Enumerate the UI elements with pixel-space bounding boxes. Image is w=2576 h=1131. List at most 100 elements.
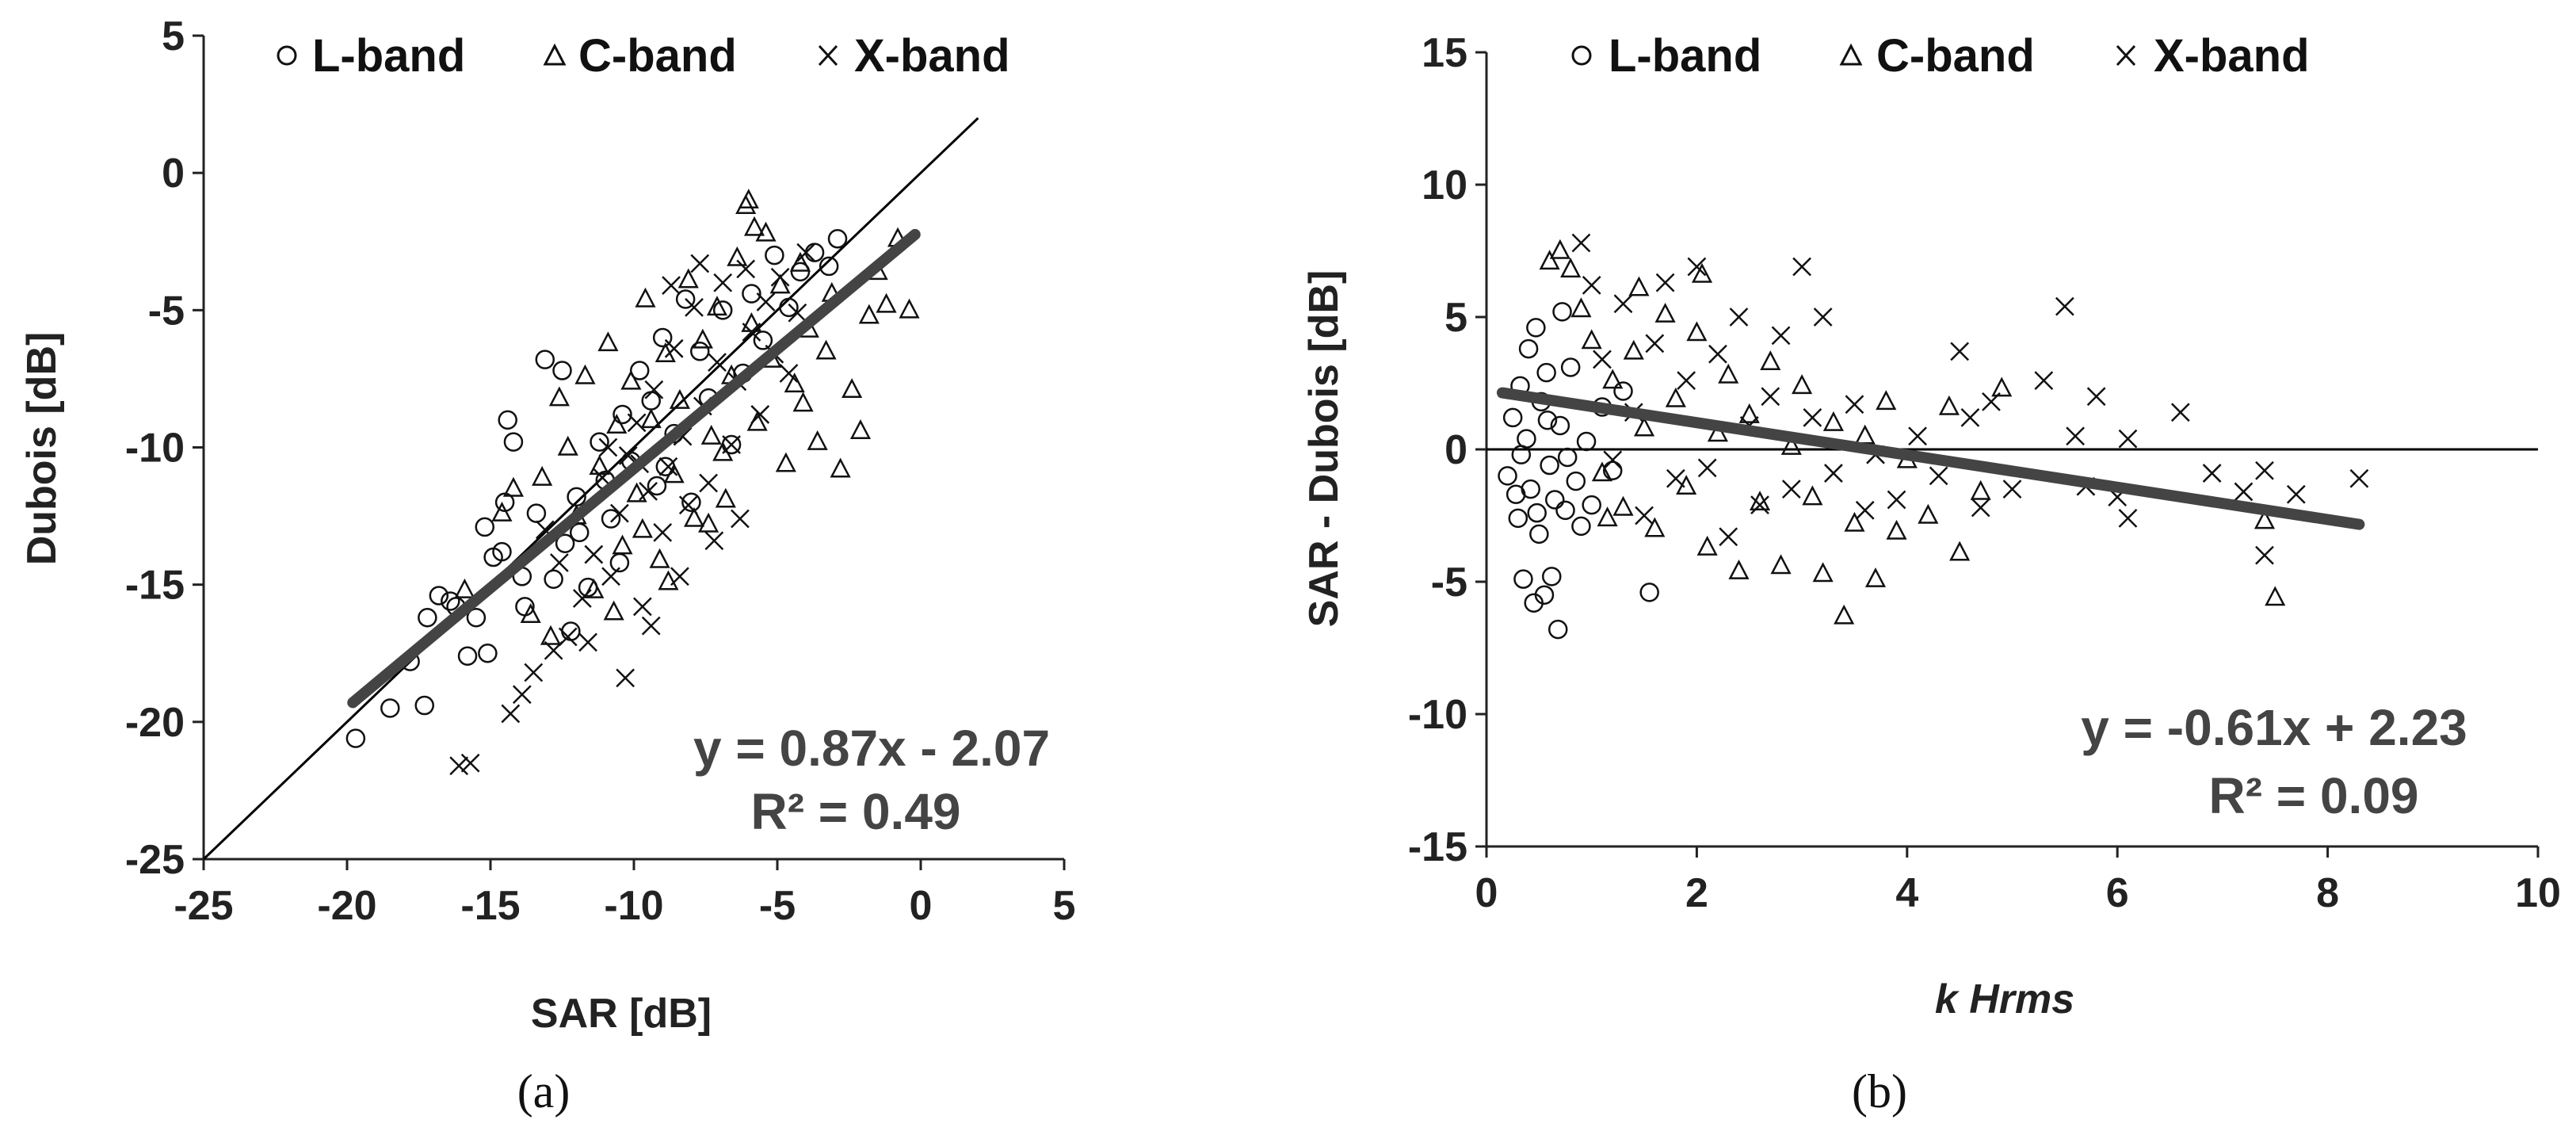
chart-a-l-band-point [441,591,460,611]
chart-b-x-band-point [2170,403,2190,422]
legend-x-band-marker [2116,44,2136,67]
chart-b-y-tick-label: 5 [1444,295,1467,341]
legend-c-band-marker [543,43,567,66]
chart-a-l-band-point [561,621,581,641]
chart-b-c-band-point [1612,495,1634,516]
chart-a-c-band-point [775,452,796,472]
chart-a-l-band-point [613,404,632,425]
chart-b-x-band-point [1887,490,1906,510]
chart-b-l-band-point [1560,357,1581,377]
chart-b-x-band-point [1719,527,1738,547]
chart-a-l-band-point [414,695,434,716]
chart-a-c-band-point [658,570,679,590]
chart-b-c-band-point [1970,480,1991,500]
chart-b-x-tick-label: 6 [2106,870,2129,916]
chart-a-x-band-point [598,437,618,457]
chart-b-c-band-point [1549,239,1570,259]
chart-b-l-band-point [1527,502,1547,523]
chart-a-c-band-point [540,625,562,645]
chart-b-x-band-point [1824,464,1843,483]
chart-a-c-band-point [738,189,759,209]
chart-b-x-band-point [2286,484,2306,504]
chart-b-l-band-point [1537,411,1558,430]
chart-a-ylabel: Dubois [dB] [19,332,65,566]
chart-a-l-band-point [478,644,498,663]
chart-a-c-band-point [789,251,811,272]
chart-a-l-band-point [498,410,517,430]
chart-b-x-band-point [2066,426,2086,446]
chart-a-c-band-point [603,600,624,621]
chart-b-l-band-point [1566,471,1586,491]
chart-a-c-band-point [683,506,705,527]
legend-l-band-marker [1571,45,1592,66]
legend-c-band-label: C-band [578,30,737,82]
chart-b-c-band-point [1738,403,1760,423]
chart-b-x-band-point [1803,408,1822,427]
chart-a-l-band-point [647,476,667,496]
chart-a-c-band-point [712,441,734,461]
chart-a-c-band-point [727,246,748,266]
chart-a-c-band-point [769,273,791,294]
chart-a-c-band-point [669,388,690,409]
chart-b-y-tick-label: -15 [1408,824,1467,870]
chart-a-y-tick-label: -5 [148,288,185,334]
chart-b-l-band-point [1557,447,1578,468]
chart-a-l-band-point [681,492,701,513]
chart-b-x-band-point [1593,350,1612,369]
chart-a-l-band-point [790,262,811,282]
chart-a-xlabel: SAR [dB] [531,991,712,1037]
chart-b-y-tick-label: 10 [1422,162,1467,208]
chart-b-x-band-point [2234,482,2254,502]
chart-b-x-band-point [1666,468,1685,488]
chart-b-y-tick-label: -5 [1431,560,1467,606]
chart-a-c-band-point [706,296,728,316]
chart-b-x-band-point [1729,308,1749,327]
chart-b-trendline [1496,387,2365,530]
chart-a-x-band-point [653,522,673,542]
chart-b-x-band-point [1655,273,1675,292]
chart-b-x-band-point [1582,276,1601,295]
chart-a-c-band-point [876,292,897,313]
chart-a-l-band-point [601,509,621,529]
chart-a-x-band-point [578,632,597,652]
chart-b-x-tick-label: 4 [1895,870,1918,916]
chart-a-c-band-point [858,304,880,324]
chart-b-c-band-point [2265,586,2286,606]
chart-a-x-band-point [788,303,807,323]
chart-a-x-band-point [722,435,741,454]
chart-a-x-band-point [658,457,678,476]
chart-b-c-band-point [1691,262,1713,283]
chart-a-c-band-point [520,603,541,624]
chart-a-x-band-point [572,589,592,608]
chart-b-ylabel: SAR - Dubois [dB] [1301,270,1347,628]
chart-a-l-band-point [555,533,575,553]
chart-a-l-band-point [475,517,495,537]
chart-b-l-band-point [1602,460,1623,480]
chart-a-c-band-point [755,221,777,242]
chart-a-x-band-point [756,292,776,311]
chart-b-x-band-point [1960,408,1980,427]
chart-a-l-band-point [765,245,784,266]
chart-b-x-band-point [2255,545,2274,565]
chart-b-c-band-point [1581,329,1602,350]
chart-a-l-band-point [503,432,524,452]
chart-b-x-band-point [1929,466,1948,486]
chart-a-c-band-point [841,378,863,399]
chart-a-r2: R² = 0.49 [750,783,960,840]
chart-a-c-band-point [792,392,814,412]
chart-b-l-band-point [1513,569,1533,589]
chart-a-l-band-point [827,229,848,249]
chart-b-c-band-point [1812,562,1834,583]
chart-a-x-tick-label: -20 [317,883,376,929]
chart-a-y-tick-label: -20 [125,700,185,746]
chart-b-c-band-point [1591,461,1613,482]
chart-a-c-band-point [849,419,872,439]
chart-b-c-band-point [1718,363,1739,384]
chart-a-c-band-point [746,411,768,431]
chart-b-c-band-point [1949,541,1971,561]
chart-a-c-band-point [807,430,828,450]
chart-b-c-band-point [1780,434,1802,455]
chart-a-c-band-point [597,331,619,352]
